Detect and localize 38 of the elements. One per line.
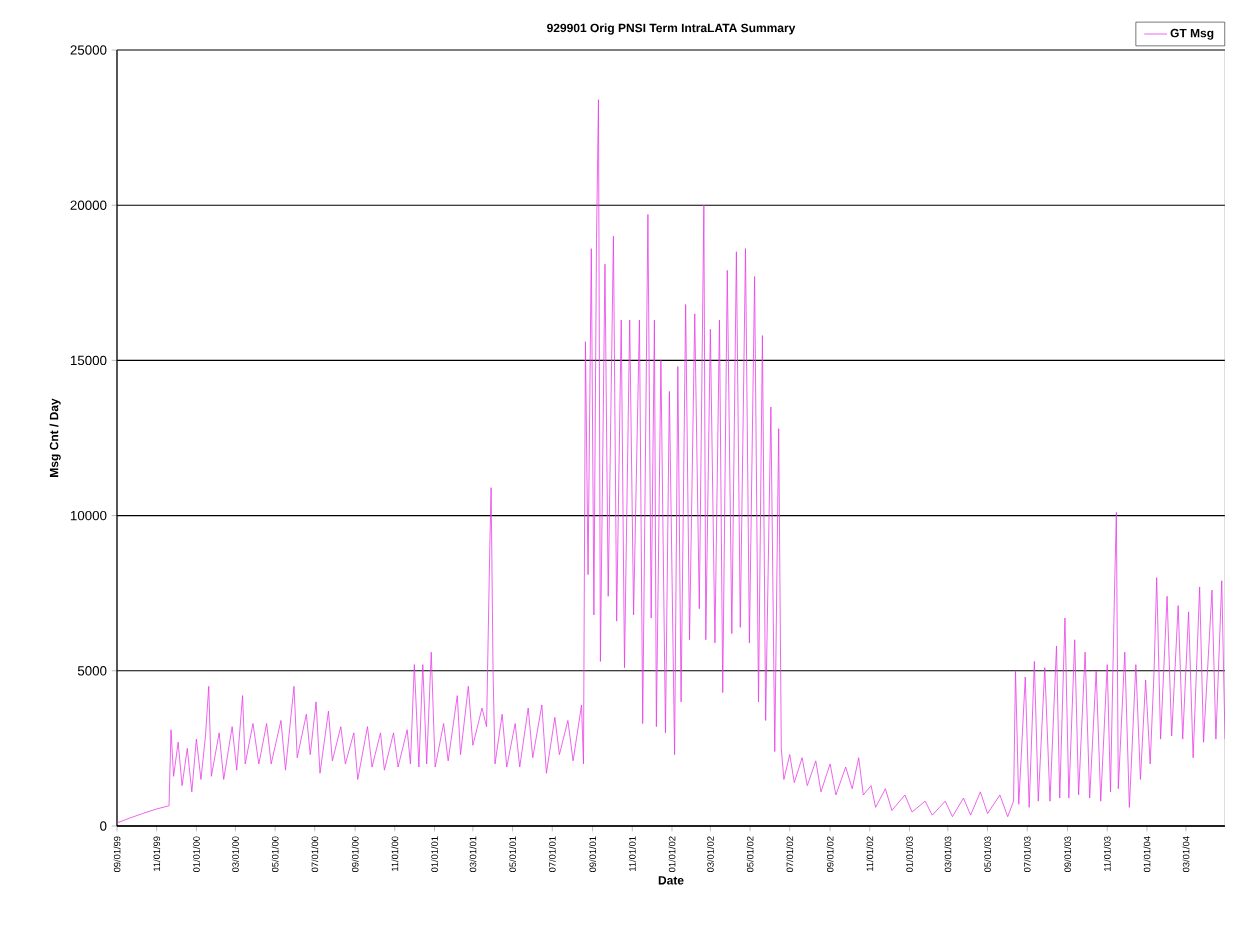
x-tick-label: 03/01/02 <box>706 836 714 873</box>
x-tick-label: 09/01/03 <box>1064 836 1071 873</box>
x-tick-label: 03/01/01 <box>469 836 477 873</box>
x-tick-label: 11/01/99 <box>153 836 161 871</box>
x-tick-label: 03/01/00 <box>232 836 239 873</box>
x-tick-label: 01/01/01 <box>431 836 438 873</box>
x-tick-label: 01/01/04 <box>1143 836 1151 873</box>
x-tick-label: 09/01/02 <box>826 836 834 873</box>
x-tick-label: 05/01/00 <box>271 836 279 873</box>
x-tick-label: 09/01/99 <box>113 836 121 873</box>
x-tick-label: 11/01/00 <box>391 836 399 871</box>
y-tick-label: 0 <box>100 821 107 831</box>
chart-title: 929901 Orig PNSI Term IntraLATA Summary <box>547 23 796 35</box>
x-tick-label: 01/01/03 <box>906 836 913 873</box>
y-tick-label: 10000 <box>70 510 107 521</box>
y-tick-label: 25000 <box>70 45 107 55</box>
x-tick-label: 03/01/04 <box>1182 836 1190 873</box>
x-tick-label: 07/01/00 <box>311 836 319 873</box>
x-axis-title: Date <box>658 876 684 885</box>
y-tick-label: 5000 <box>77 666 107 676</box>
y-tick-label: 20000 <box>70 200 107 210</box>
x-tick-label: 01/01/02 <box>668 836 676 873</box>
x-tick-label: 07/01/02 <box>786 836 794 873</box>
y-tick-label: 15000 <box>70 355 107 366</box>
x-tick-label: 07/01/01 <box>548 836 556 873</box>
x-tick-label: 11/01/01 <box>628 836 636 871</box>
x-tick-label: 03/01/03 <box>944 836 952 873</box>
x-tick-label: 05/01/02 <box>746 836 754 873</box>
y-axis-title: Msg Cnt / Day <box>49 398 61 477</box>
x-tick-label: 11/01/03 <box>1103 836 1111 871</box>
legend-label: GT Msg <box>1170 28 1214 40</box>
x-tick-label: 01/01/00 <box>192 836 200 873</box>
x-tick-label: 09/01/00 <box>351 836 359 873</box>
x-tick-label: 05/01/01 <box>509 836 516 873</box>
x-tick-label: 07/01/03 <box>1023 836 1031 873</box>
x-tick-label: 09/01/01 <box>589 836 597 873</box>
x-tick-label: 05/01/03 <box>984 836 991 873</box>
x-tick-label: 11/01/02 <box>866 836 874 871</box>
